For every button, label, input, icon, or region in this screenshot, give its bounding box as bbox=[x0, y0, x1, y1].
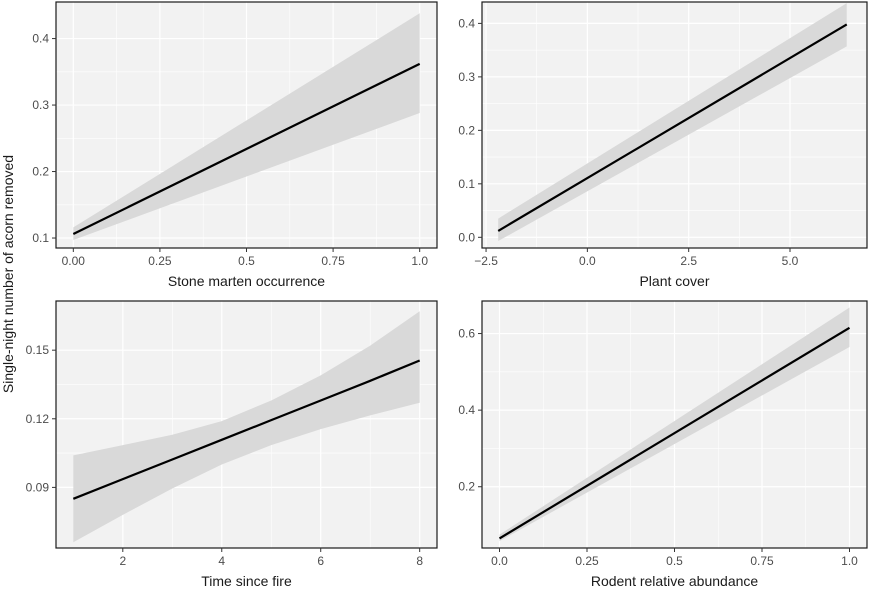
x-tick-label: 0.5 bbox=[238, 254, 255, 268]
x-tick-label: 1.0 bbox=[841, 554, 858, 568]
x-tick-label: 2.5 bbox=[680, 254, 697, 268]
panel-1: 0.00 0.25 0.5 0.75 1.0 0.1 0.2 0.3 0.4 Stone mart… bbox=[32, 1, 438, 289]
x-tick-label: 0.00 bbox=[62, 254, 86, 268]
y-tick-label: 0.3 bbox=[32, 98, 49, 112]
panel-4: 0.0 0.25 0.5 0.75 1.0 0.2 0.4 0.6 Rodent relativ… bbox=[458, 300, 868, 589]
y-tick-label: 0.4 bbox=[458, 403, 475, 417]
fit-line bbox=[497, 23, 848, 232]
y-tick-label: 0.1 bbox=[458, 177, 475, 191]
confidence-band bbox=[499, 307, 850, 542]
y-tick-label: 0.2 bbox=[32, 165, 49, 179]
y-axis-title: Single-night number of acorn removed bbox=[0, 155, 16, 393]
fit-line bbox=[72, 62, 421, 236]
y-tick-label: 0.2 bbox=[458, 123, 475, 137]
x-tick-label: 0.5 bbox=[666, 554, 683, 568]
panel-border bbox=[481, 1, 868, 249]
y-tick-label: 0.2 bbox=[458, 480, 475, 494]
x-axis-title: Time since fire bbox=[201, 573, 292, 589]
x-tick-label: 5.0 bbox=[782, 254, 799, 268]
confidence-band bbox=[498, 3, 847, 242]
y-tick-label: 0.15 bbox=[26, 343, 50, 357]
x-tick-label: 0.0 bbox=[491, 554, 508, 568]
fit-line bbox=[72, 359, 421, 500]
x-tick-label: 0.25 bbox=[575, 554, 599, 568]
y-tick-label: 0.09 bbox=[26, 480, 50, 494]
y-tick-label: 0.4 bbox=[458, 16, 475, 30]
x-tick-label: 0.25 bbox=[148, 254, 172, 268]
x-tick-label: 0.75 bbox=[750, 554, 774, 568]
x-axis-title: Stone marten occurrence bbox=[168, 273, 325, 289]
x-tick-label: 8 bbox=[416, 554, 423, 568]
panel-border bbox=[55, 300, 438, 549]
fit-line bbox=[498, 326, 851, 540]
x-tick-label: −2.5 bbox=[474, 254, 498, 268]
panel-2: −2.5 0.0 2.5 5.0 0.0 0.1 0.2 0.3 0.4 Plant cover bbox=[458, 1, 868, 289]
x-axis-title: Rodent relative abundance bbox=[591, 573, 759, 589]
x-tick-label: 0.75 bbox=[321, 254, 345, 268]
y-tick-label: 0.0 bbox=[458, 230, 475, 244]
y-tick-label: 0.1 bbox=[32, 231, 49, 245]
y-tick-label: 0.4 bbox=[32, 32, 49, 46]
panel-3: 2 4 6 8 0.09 0.12 0.15 Time since fire bbox=[26, 300, 438, 589]
y-tick-label: 0.6 bbox=[458, 327, 475, 341]
confidence-band bbox=[73, 13, 420, 241]
x-tick-label: 4 bbox=[218, 554, 225, 568]
y-tick-label: 0.3 bbox=[458, 70, 475, 84]
x-tick-label: 0.0 bbox=[579, 254, 596, 268]
x-tick-label: 1.0 bbox=[411, 254, 428, 268]
y-tick-label: 0.12 bbox=[26, 412, 50, 426]
x-axis-title: Plant cover bbox=[639, 273, 709, 289]
x-tick-label: 2 bbox=[119, 554, 126, 568]
x-tick-label: 6 bbox=[317, 554, 324, 568]
confidence-band bbox=[73, 311, 420, 543]
